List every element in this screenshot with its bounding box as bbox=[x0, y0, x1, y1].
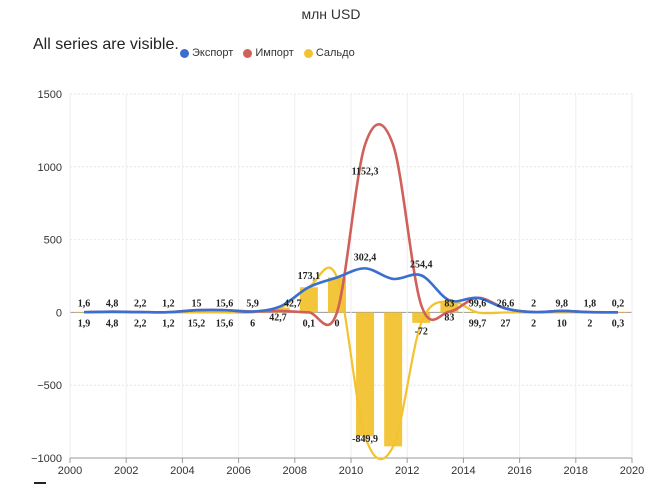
x-tick-label: 2006 bbox=[226, 465, 250, 477]
legend-item-balance[interactable]: Сальдо bbox=[303, 47, 355, 59]
export-data-label: 2 bbox=[531, 298, 536, 309]
export-data-label: 99,6 bbox=[469, 298, 487, 309]
export-data-label: 254,4 bbox=[410, 259, 433, 270]
legend-label-import: Импорт bbox=[255, 47, 294, 59]
balance-bar bbox=[384, 312, 403, 447]
export-data-label: 302,4 bbox=[354, 252, 377, 263]
import-data-label: 4,8 bbox=[106, 318, 119, 329]
x-tick-label: 2000 bbox=[58, 465, 82, 477]
import-data-label: 6 bbox=[250, 318, 255, 329]
import-data-label: 2 bbox=[531, 318, 536, 329]
export-data-label: 4,8 bbox=[106, 298, 119, 309]
export-data-label: 173,1 bbox=[298, 271, 321, 282]
legend-swatch-balance bbox=[303, 48, 313, 58]
import-data-label: 0,3 bbox=[612, 318, 625, 329]
x-tick-label: 2016 bbox=[507, 465, 531, 477]
balance-data-label: -72 bbox=[415, 326, 428, 337]
legend-item-export[interactable]: Экспорт bbox=[180, 47, 233, 59]
y-tick-label: 500 bbox=[44, 235, 62, 247]
export-data-label: 0,2 bbox=[612, 298, 625, 309]
line-series bbox=[84, 123, 618, 460]
legend-item-import[interactable]: Импорт bbox=[243, 47, 294, 59]
import-data-label: 1,9 bbox=[78, 318, 91, 329]
import-data-label: 15,6 bbox=[216, 318, 234, 329]
export-data-label: 83 bbox=[444, 312, 454, 323]
export-data-label: 15,6 bbox=[216, 298, 234, 309]
legend: Экспорт Импорт Сальдо bbox=[180, 47, 355, 59]
y-tick-label: 1000 bbox=[38, 162, 62, 174]
export-data-label: 26,6 bbox=[497, 298, 515, 309]
x-tick-label: 2008 bbox=[283, 465, 307, 477]
export-data-label: 42,7 bbox=[269, 312, 287, 323]
export-data-label: 1,8 bbox=[584, 298, 597, 309]
import-data-label: 10 bbox=[557, 318, 567, 329]
legend-swatch-export bbox=[180, 48, 189, 58]
export-data-label: 5,9 bbox=[246, 298, 259, 309]
x-tick-label: 2018 bbox=[564, 465, 588, 477]
dash-mark bbox=[34, 482, 46, 484]
balance-bar bbox=[299, 287, 318, 313]
y-tick-label: 1500 bbox=[38, 89, 62, 101]
export-data-label: 15 bbox=[191, 298, 201, 309]
balance-bar bbox=[356, 312, 375, 437]
legend-swatch-import bbox=[243, 48, 253, 58]
import-data-label: 1,2 bbox=[162, 318, 175, 329]
import-data-label: 2 bbox=[587, 318, 592, 329]
y-tick-label: −500 bbox=[37, 380, 62, 392]
x-tick-label: 2002 bbox=[114, 465, 138, 477]
export-line bbox=[84, 267, 618, 314]
export-data-label: 1,6 bbox=[78, 298, 91, 309]
status-text: All series are visible. bbox=[33, 36, 179, 53]
bar-series-balance bbox=[75, 277, 627, 447]
import-data-label: 15,2 bbox=[188, 318, 206, 329]
balance-bar bbox=[75, 312, 94, 313]
export-data-label: 83 bbox=[444, 298, 454, 309]
y-tick-label: 0 bbox=[56, 307, 62, 319]
export-data-label: 1,2 bbox=[162, 298, 175, 309]
export-data-label: 2,2 bbox=[134, 298, 147, 309]
x-tick-label: 2020 bbox=[620, 465, 644, 477]
x-tick-label: 2010 bbox=[339, 465, 363, 477]
export-data-label: 42,7 bbox=[284, 298, 302, 309]
import-data-label: 2,2 bbox=[134, 318, 147, 329]
x-tick-label: 2014 bbox=[451, 465, 475, 477]
import-data-label: 1152,3 bbox=[352, 167, 379, 178]
legend-label-balance: Сальдо bbox=[315, 47, 355, 59]
export-data-label: 9,8 bbox=[556, 298, 569, 309]
x-tick-label: 2012 bbox=[395, 465, 419, 477]
balance-bar bbox=[412, 312, 431, 323]
import-data-label: 27 bbox=[501, 318, 511, 329]
balance-data-label: -849,9 bbox=[352, 434, 378, 445]
balance-bar bbox=[440, 301, 459, 313]
x-tick-label: 2004 bbox=[170, 465, 194, 477]
grid bbox=[69, 93, 633, 459]
y-tick-label: −1000 bbox=[31, 453, 62, 465]
import-data-label: 0 bbox=[334, 318, 339, 329]
legend-label-export: Экспорт bbox=[192, 47, 234, 59]
import-data-label: 0,1 bbox=[303, 318, 316, 329]
import-data-label: 99,7 bbox=[469, 318, 487, 329]
data-labels: 1,6 1,9 4,8 4,8 2,2 2,2 1,2 1,2 15 15,2 15,6 15,6 5,… bbox=[78, 167, 624, 446]
chart-title: млн USD bbox=[301, 6, 361, 22]
